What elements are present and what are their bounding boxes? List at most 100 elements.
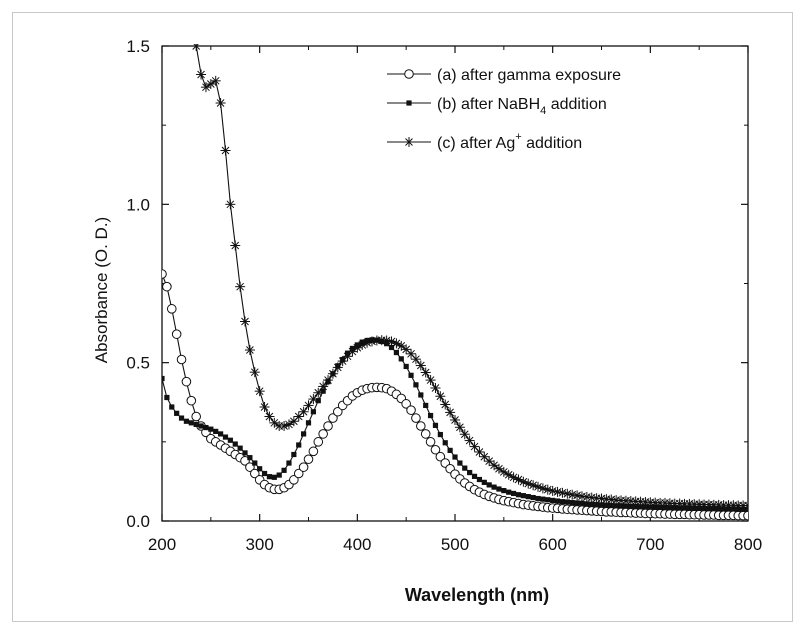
series-b-point <box>462 465 468 471</box>
series-b-point <box>432 422 439 428</box>
series-c-point <box>420 367 431 378</box>
series-b-point <box>301 431 307 437</box>
plot-area <box>161 45 749 522</box>
series-c-point <box>523 478 534 489</box>
series-b-point <box>232 441 238 447</box>
series-c-point <box>225 199 236 210</box>
series-a-point <box>323 421 333 431</box>
series-c-point <box>743 500 748 511</box>
series-b-point <box>188 420 194 426</box>
legend: (a) after gamma exposure (b) after NaBH4 … <box>387 67 621 152</box>
series-b-point <box>310 409 316 415</box>
series-b-point <box>271 474 277 480</box>
series-b-point <box>745 506 748 512</box>
series-c-point <box>337 356 348 367</box>
series-b-point <box>540 496 546 502</box>
series-c-point <box>249 367 260 378</box>
series-a-point <box>289 475 299 485</box>
series-a-point <box>435 451 446 462</box>
series-b-point <box>418 392 424 398</box>
series-c-point <box>586 492 597 503</box>
series-b-point <box>242 450 248 456</box>
series-c-point <box>254 386 265 397</box>
series-b-point <box>633 503 639 510</box>
series-a-point <box>401 399 411 409</box>
series-b-point <box>637 504 644 510</box>
series-b-point <box>208 426 214 432</box>
series-a-point <box>333 406 343 417</box>
series-c-point <box>332 362 343 373</box>
series-c-line <box>195 45 748 507</box>
series-b-point <box>584 501 590 507</box>
absorbance-chart: 200 300 400 500 600 700 800 0.0 0.5 1.0 1.5 (a) a… <box>92 37 762 605</box>
series-layer <box>162 44 748 521</box>
series-c-point <box>235 281 246 292</box>
y-axis: 0.0 0.5 1.0 1.5 <box>126 37 748 531</box>
series-c-point <box>445 407 456 418</box>
series-a-point <box>191 411 201 422</box>
series-c-point <box>484 456 495 467</box>
series-b-point <box>442 440 448 446</box>
series-c-point <box>303 400 314 411</box>
series-c-point <box>415 360 426 371</box>
series-b-point <box>169 404 175 410</box>
series-b-point <box>579 500 585 506</box>
series-c-point <box>454 422 465 433</box>
x-axis: 200 300 400 500 600 700 800 <box>148 46 762 554</box>
series-b-point <box>413 382 419 388</box>
figure-frame <box>12 12 793 622</box>
plot-border <box>161 45 749 522</box>
series-b-point <box>247 455 253 461</box>
series-c-point <box>240 316 251 327</box>
series-b-point <box>481 479 487 485</box>
series-b-point <box>623 503 629 509</box>
series-a-point <box>411 413 421 423</box>
series-c-point <box>259 402 270 412</box>
series-c-point <box>435 391 446 402</box>
legend-swatch-marker <box>404 69 414 79</box>
series-b-point <box>305 420 312 426</box>
series-b-point <box>291 451 297 458</box>
legend-entry-b: (b) after NaBH4 addition <box>387 96 607 117</box>
legend-entry-a: (a) after gamma exposure <box>387 67 621 84</box>
series-b-point <box>506 489 512 495</box>
series-b-point <box>198 423 204 429</box>
x-tick-label: 600 <box>538 535 566 554</box>
series-b-point <box>613 503 619 509</box>
series-c-point <box>230 240 241 251</box>
series-b-point <box>261 470 268 477</box>
series-b-point <box>457 460 463 466</box>
series-b-point <box>467 469 473 476</box>
series-c-point <box>352 342 363 353</box>
legend-label-a: (a) after gamma exposure <box>437 67 621 84</box>
legend-entry-c: (c) after Ag+ addition <box>387 131 582 152</box>
series-c-point <box>210 75 221 86</box>
series-b-point <box>257 466 263 472</box>
series-a-point <box>328 413 338 423</box>
series-a-point <box>186 395 197 406</box>
series-b-point <box>213 428 219 434</box>
series-c-point <box>401 344 412 355</box>
series-b-point <box>452 454 458 460</box>
series-b-point <box>608 502 614 509</box>
series-a-point <box>240 456 250 466</box>
legend-label-c: (c) after Ag+ addition <box>437 131 582 152</box>
series-c-point <box>196 69 207 80</box>
series-a-point <box>308 446 319 457</box>
series-b-point <box>618 503 624 509</box>
series-b-point <box>174 410 180 416</box>
series-b-point <box>286 460 292 466</box>
series-a-point <box>166 304 177 314</box>
series-a-point <box>293 468 304 479</box>
y-tick-label: 1.0 <box>126 195 150 214</box>
series-c-point <box>581 491 592 502</box>
series-b-point <box>471 473 478 479</box>
series-b-point <box>408 372 414 378</box>
x-tick-label: 400 <box>343 535 371 554</box>
series-c-point <box>366 336 377 347</box>
series-a-point <box>430 444 441 455</box>
series-b-point <box>423 402 429 409</box>
series-b-point <box>183 418 190 424</box>
series-b-point <box>178 415 185 421</box>
series-b-point <box>237 445 243 451</box>
